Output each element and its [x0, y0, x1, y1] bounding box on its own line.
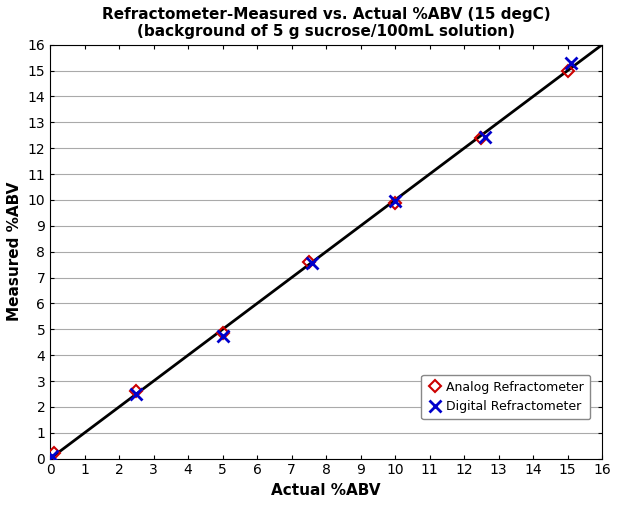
Analog Refractometer [564, 68, 572, 74]
Analog Refractometer [391, 199, 399, 206]
Digital Refractometer [219, 333, 226, 339]
Analog Refractometer [478, 135, 485, 141]
X-axis label: Actual %ABV: Actual %ABV [271, 483, 381, 498]
Digital Refractometer [391, 198, 399, 204]
Digital Refractometer [567, 60, 575, 66]
Analog Refractometer [305, 259, 313, 265]
Digital Refractometer [308, 260, 316, 266]
Legend: Analog Refractometer, Digital Refractometer: Analog Refractometer, Digital Refractome… [421, 375, 590, 419]
Line: Analog Refractometer: Analog Refractometer [49, 66, 572, 458]
Y-axis label: Measured %ABV: Measured %ABV [7, 182, 22, 321]
Analog Refractometer [133, 388, 140, 394]
Line: Digital Refractometer: Digital Refractometer [46, 57, 577, 462]
Analog Refractometer [219, 330, 226, 336]
Analog Refractometer [50, 450, 57, 457]
Digital Refractometer [481, 133, 489, 139]
Title: Refractometer-Measured vs. Actual %ABV (15 degC)
(background of 5 g sucrose/100m: Refractometer-Measured vs. Actual %ABV (… [102, 7, 551, 39]
Digital Refractometer [133, 391, 140, 397]
Digital Refractometer [48, 453, 56, 459]
